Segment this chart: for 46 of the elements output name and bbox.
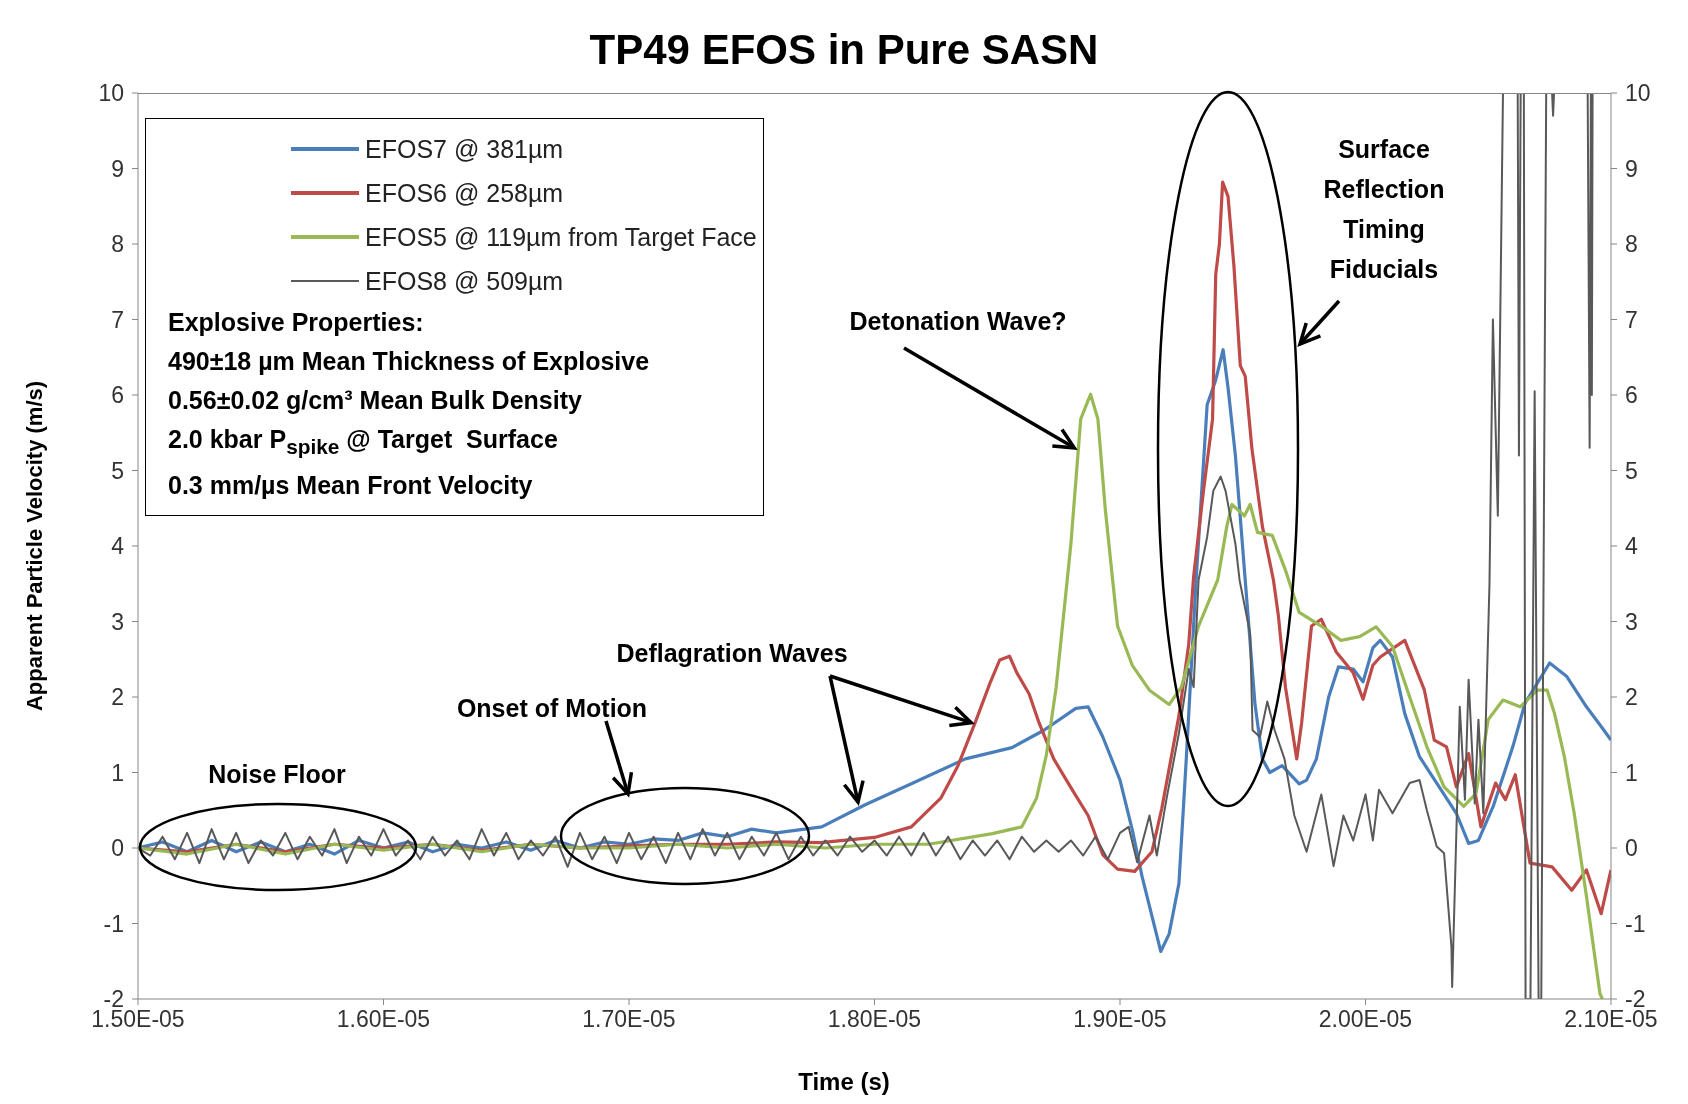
x-tick-label: 1.80E-05 (827, 1006, 922, 1033)
annotation: 0.56±0.02 g/cm³ Mean Bulk Density (168, 385, 583, 416)
legend-label: EFOS6 @ 258µm (365, 178, 564, 208)
y-tick-label: 6 (111, 382, 124, 409)
y-tick-label: -1 (103, 910, 124, 937)
legend-label: EFOS8 @ 509µm (365, 266, 564, 296)
y-axis-title: Apparent Particle Velocity (m/s) (22, 380, 47, 712)
y-tick-label: 7 (111, 306, 124, 333)
legend-label: EFOS5 @ 119µm from Target Face (365, 222, 757, 252)
y-tick-label: 2 (111, 684, 124, 711)
annotation: 490±18 µm Mean Thickness of Explosive (168, 346, 651, 377)
x-axis-title: Time (s) (798, 1068, 890, 1095)
annotation: Detonation Wave? (849, 306, 1067, 335)
annotation: 0.3 mm/µs Mean Front Velocity (168, 470, 534, 501)
y2-tick-label: -1 (1625, 910, 1646, 937)
chart-title: TP49 EFOS in Pure SASN (589, 26, 1099, 73)
annotation: 2.0 kbar P$_{spike}$ @ Target Surface (168, 424, 559, 460)
annotation: Deflagration Waves (616, 638, 848, 667)
annotation: Explosive Properties: (168, 307, 425, 338)
y2-tick-label: 4 (1625, 533, 1638, 560)
y2-tick-label: 1 (1625, 759, 1638, 786)
y2-tick-label: 6 (1625, 382, 1638, 409)
y2-tick-label: 0 (1625, 835, 1638, 862)
annotation: Noise Floor (208, 759, 347, 788)
x-tick-label: 2.00E-05 (1318, 1006, 1413, 1033)
annotation: Surface Reflection Timing Fiducials (1323, 134, 1445, 283)
y-tick-label: 1 (111, 759, 124, 786)
y-tick-label: 5 (111, 457, 124, 484)
y-tick-label: 3 (111, 608, 124, 635)
y2-tick-label: 9 (1625, 155, 1638, 182)
y2-tick-label: 7 (1625, 306, 1638, 333)
y-tick-label: 9 (111, 155, 124, 182)
y2-tick-label: 10 (1625, 80, 1651, 107)
y2-tick-label: 2 (1625, 684, 1638, 711)
legend-label: EFOS7 @ 381µm (365, 134, 564, 164)
y-tick-label: 0 (111, 835, 124, 862)
x-tick-label: 1.60E-05 (336, 1006, 431, 1033)
x-tick-label: 1.70E-05 (582, 1006, 676, 1033)
y2-tick-label: 5 (1625, 457, 1638, 484)
y-tick-label: 4 (111, 533, 125, 560)
y2-tick-label: 8 (1625, 231, 1638, 258)
y-tick-label: 8 (111, 231, 124, 258)
x-tick-label: 1.90E-05 (1073, 1006, 1167, 1033)
y2-tick-label: 3 (1625, 608, 1638, 635)
annotation: Onset of Motion (456, 693, 648, 722)
y-tick-label: 10 (98, 80, 124, 107)
